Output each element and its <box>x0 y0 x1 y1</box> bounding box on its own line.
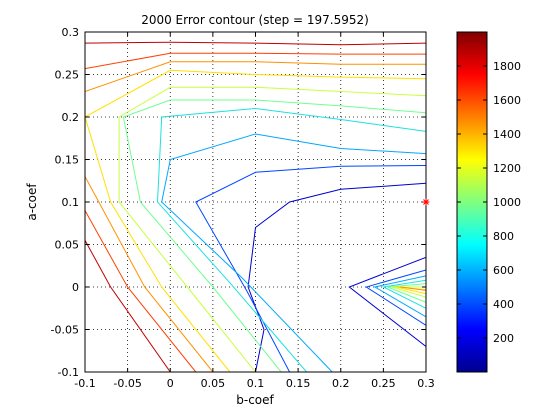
colorbar-tick-label: 1800 <box>493 60 521 73</box>
contour-line <box>247 182 426 372</box>
x-tick-label: 0.1 <box>247 377 265 390</box>
y-tick-label: 0.2 <box>62 111 80 124</box>
x-tick-label: 0.25 <box>371 377 396 390</box>
contour-line <box>373 275 426 318</box>
contour-line <box>400 286 426 291</box>
x-tick-label: 0.3 <box>417 377 435 390</box>
contour-line <box>118 86 426 372</box>
colorbar-tick-labels: 200 400 600 800 1000 1200 1400 1600 1800 <box>493 60 521 345</box>
contour-lines <box>85 41 426 372</box>
colorbar-tick-label: 600 <box>493 264 514 277</box>
contour-line <box>195 165 426 372</box>
x-tick-label: 0 <box>167 377 174 390</box>
x-axis-label: b-coef <box>236 393 274 407</box>
chart-title: 2000 Error contour (step = 197.5952) <box>141 13 369 27</box>
y-tick-label: 0.3 <box>62 26 80 39</box>
contour-line <box>365 269 426 326</box>
contour-line <box>85 41 426 372</box>
x-tick-label: 0.15 <box>286 377 311 390</box>
y-tick-label: -0.05 <box>51 324 79 337</box>
y-tick-label: 0.15 <box>55 154 80 167</box>
y-axis-label: a-coef <box>25 183 39 221</box>
minimum-marker <box>422 198 430 206</box>
contour-line <box>161 133 426 372</box>
x-tick-label: -0.1 <box>74 377 95 390</box>
y-tick-label: 0.1 <box>62 196 80 209</box>
contour-line <box>348 256 426 347</box>
y-tick-label: -0.1 <box>58 366 79 379</box>
y-tick-label: 0 <box>72 281 79 294</box>
colorbar-ticks <box>457 65 487 339</box>
contour-line <box>387 283 426 303</box>
contour-line <box>391 286 426 298</box>
contour-line <box>85 61 426 372</box>
contour-line <box>85 69 426 372</box>
y-tick-label: 0.25 <box>55 69 80 82</box>
x-tick-label: 0.2 <box>332 377 350 390</box>
y-tick-label: 0.05 <box>55 239 80 252</box>
x-tick-label: -0.05 <box>113 377 141 390</box>
contour-line <box>122 99 426 372</box>
minimum-marker-stroke <box>423 199 429 205</box>
y-tick-labels: -0.1 -0.05 0 0.05 0.1 0.15 0.2 0.25 0.3 <box>51 26 79 379</box>
colorbar-tick-label: 400 <box>493 298 514 311</box>
colorbar-tick-label: 200 <box>493 332 514 345</box>
axis-ticks <box>84 31 427 373</box>
contour-line <box>156 107 426 372</box>
contour-line <box>85 52 426 372</box>
grid-lines <box>85 32 426 372</box>
colorbar <box>456 31 488 373</box>
colorbar-tick-label: 1400 <box>493 128 521 141</box>
contour-line <box>381 279 426 309</box>
colorbar-tick-label: 1200 <box>493 162 521 175</box>
colorbar-tick-label: 1000 <box>493 196 521 209</box>
x-tick-labels: -0.1 -0.05 0 0.05 0.1 0.15 0.2 0.25 0.3 <box>74 377 434 390</box>
x-tick-label: 0.05 <box>201 377 226 390</box>
colorbar-tick-label: 1600 <box>493 94 521 107</box>
colorbar-tick-label: 800 <box>493 230 514 243</box>
